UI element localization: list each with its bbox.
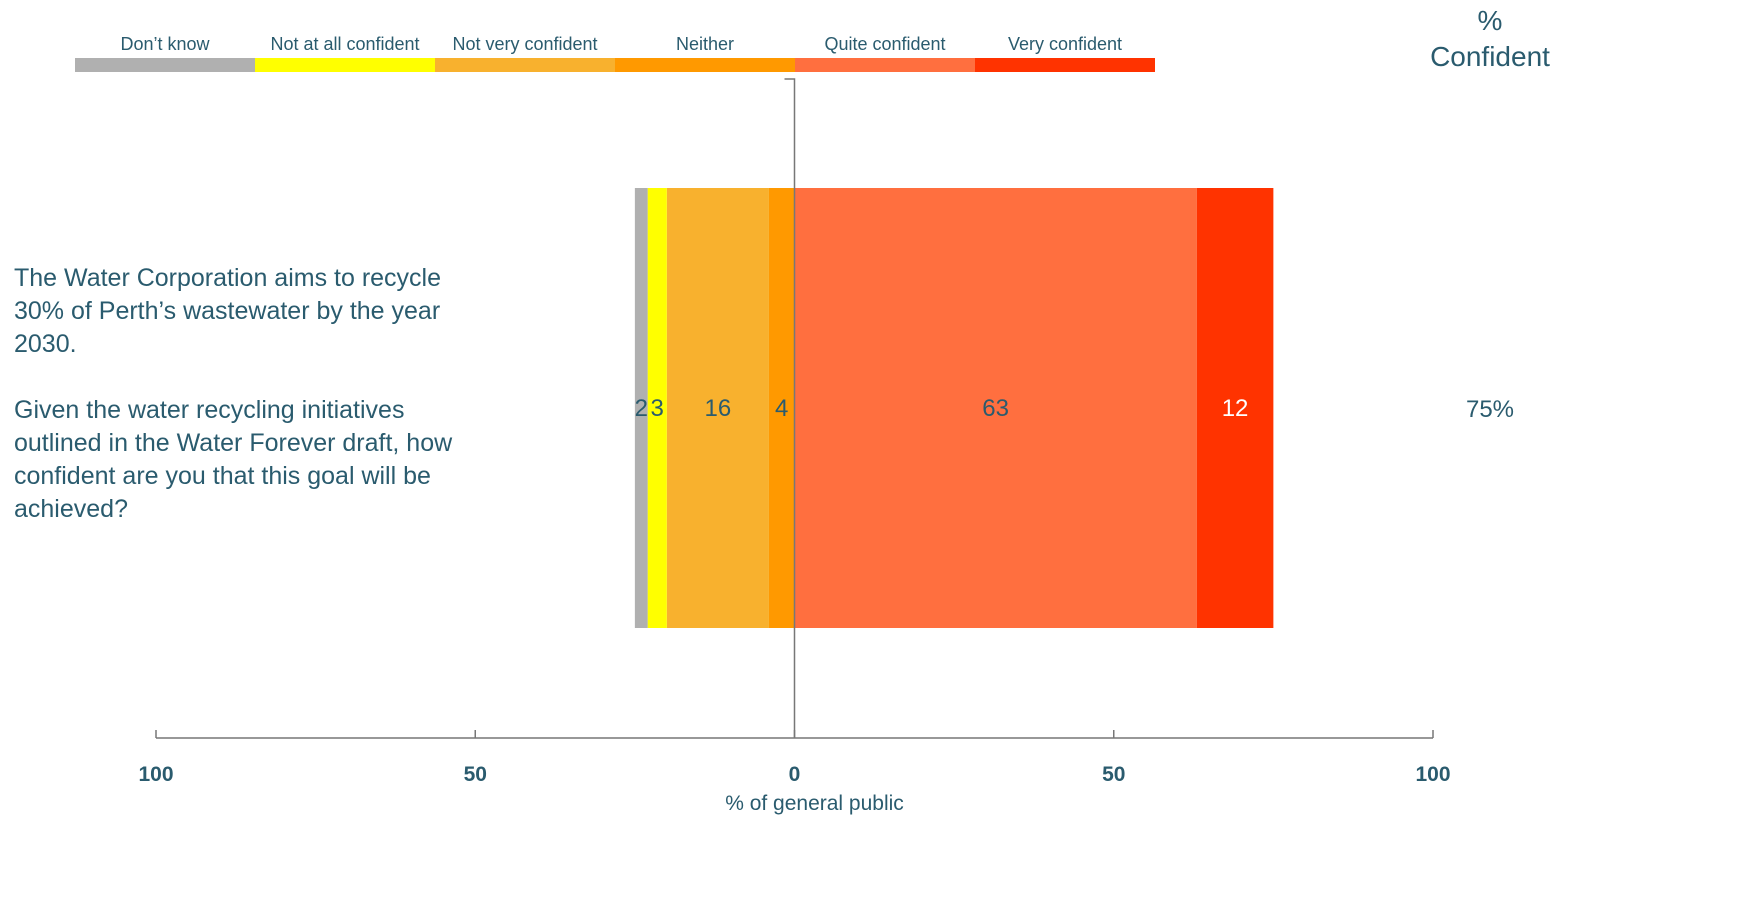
bar-neither [768, 188, 795, 628]
x-tick-label: 50 [464, 763, 487, 786]
question-prompt: Given the water recycling initiatives ou… [14, 396, 453, 523]
question-intro: The Water Corporation aims to recycle 30… [14, 264, 442, 358]
bar-very-confident [1196, 188, 1274, 628]
x-tick-label: 0 [789, 763, 801, 786]
x-axis: 100 50 0 50 100 % of general public [138, 78, 1451, 815]
legend-swatch-very-confident [975, 58, 1155, 72]
legend-swatch-quite-confident [795, 58, 975, 72]
data-label-don-t-know: 2 [635, 395, 648, 422]
x-axis-title: % of general public [725, 792, 904, 815]
legend: Don’t know Not at all confident Not very c… [75, 34, 1155, 72]
bar-not-very-confident [666, 188, 769, 628]
summary-column: % Confident 75% [1430, 5, 1550, 423]
x-tick-label: 100 [1415, 763, 1450, 786]
data-label-very-confident: 12 [1222, 395, 1249, 422]
summary-header-label: Confident [1430, 41, 1550, 72]
legend-label-don-t-know: Don’t know [120, 34, 210, 54]
question-text: The Water Corporation aims to recycle 30… [14, 262, 454, 559]
bar-not-at-all-confident [647, 188, 667, 628]
legend-label-quite-confident: Quite confident [824, 34, 945, 54]
legend-swatch-neither [615, 58, 795, 72]
data-label-not-very-confident: 16 [705, 395, 732, 422]
x-tick-label: 100 [138, 763, 173, 786]
legend-swatch-don-t-know [75, 58, 255, 72]
summary-header-symbol: % [1478, 5, 1503, 36]
bars: 2 3 16 4 63 12 [635, 188, 1274, 628]
summary-value: 75% [1466, 396, 1514, 423]
x-tick-label: 50 [1102, 763, 1125, 786]
zero-line [784, 78, 796, 738]
legend-swatch-not-very-confident [435, 58, 615, 72]
legend-swatch-not-at-all-confident [255, 58, 435, 72]
legend-label-neither: Neither [676, 34, 734, 54]
legend-label-very-confident: Very confident [1008, 34, 1122, 54]
legend-label-not-at-all-confident: Not at all confident [270, 34, 419, 54]
bar-don-t-know [634, 188, 648, 628]
data-label-neither: 4 [775, 395, 788, 422]
data-label-not-at-all-confident: 3 [651, 395, 664, 422]
data-label-quite-confident: 63 [982, 395, 1009, 422]
bar-quite-confident [794, 188, 1197, 628]
legend-label-not-very-confident: Not very confident [452, 34, 597, 54]
